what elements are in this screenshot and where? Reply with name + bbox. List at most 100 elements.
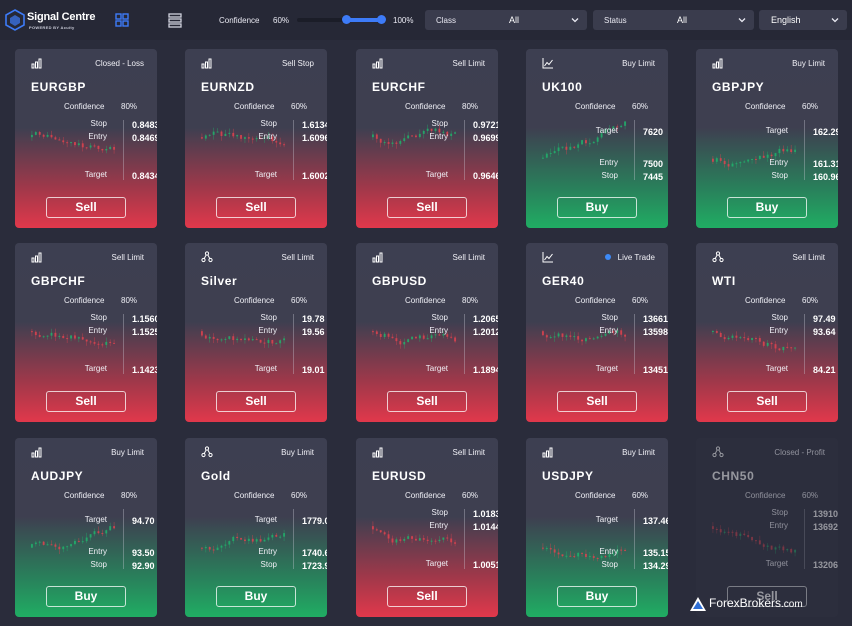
entry-label: Entry	[429, 132, 448, 141]
signal-card[interactable]: Buy Limit UK100 Confidence 60% Target 7620 Ent…	[526, 49, 668, 228]
sell-button[interactable]: Sell	[557, 391, 637, 412]
candle-body	[371, 331, 374, 333]
candle-body	[379, 530, 382, 533]
candle-body	[34, 331, 37, 336]
buy-button[interactable]: Buy	[557, 586, 637, 607]
confidence-slider-max-handle[interactable]	[377, 15, 386, 24]
candle-body	[592, 556, 595, 558]
candle-body	[549, 337, 552, 339]
candle-body	[786, 346, 789, 348]
status-select[interactable]: Status All	[593, 10, 754, 30]
candle-body	[434, 128, 437, 131]
instrument-symbol: EURNZD	[201, 80, 255, 94]
candle-body	[89, 145, 92, 148]
signal-card[interactable]: Closed - Loss EURGBP Confidence 80% Stop 0.84…	[15, 49, 157, 228]
target-value: 1.0051	[473, 560, 498, 570]
stop-value: 13661	[643, 314, 668, 324]
sell-button[interactable]: Sell	[46, 197, 126, 218]
candle-body	[766, 545, 769, 547]
class-select[interactable]: Class All	[425, 10, 587, 30]
sell-button[interactable]: Sell	[387, 197, 467, 218]
order-type: Buy Limit	[111, 448, 144, 457]
candle-body	[541, 157, 544, 159]
candle-body	[204, 547, 207, 549]
sell-button[interactable]: Sell	[46, 391, 126, 412]
confidence-value: 80%	[121, 491, 138, 500]
candle-body	[391, 538, 394, 543]
language-select[interactable]: English	[759, 10, 847, 30]
candle-body	[200, 331, 203, 336]
candle-body	[50, 332, 53, 336]
candle-body	[565, 146, 568, 150]
candle-body	[232, 536, 235, 542]
candle-body	[105, 148, 108, 151]
signal-card[interactable]: Sell Limit WTI Confidence 60% Stop 97.49 Entry…	[696, 243, 838, 422]
signal-card[interactable]: Buy Limit AUDJPY Confidence 80% Target 94.70 E…	[15, 438, 157, 617]
candle-body	[553, 549, 556, 553]
sell-button[interactable]: Sell	[727, 391, 807, 412]
target-value: 162.29	[813, 127, 838, 137]
candle-body	[224, 133, 227, 137]
stop-label: Stop	[601, 560, 618, 569]
candle-body	[54, 544, 57, 547]
candle-body	[46, 335, 49, 337]
candle-body	[612, 553, 615, 555]
candle-body	[54, 137, 57, 140]
sell-button[interactable]: Sell	[216, 197, 296, 218]
sell-button[interactable]: Sell	[216, 391, 296, 412]
sell-button[interactable]: Sell	[387, 586, 467, 607]
grid-icon[interactable]	[114, 12, 130, 28]
candle-body	[271, 534, 274, 538]
candle-body	[711, 158, 714, 162]
line-chart-icon	[542, 252, 553, 263]
candle-body	[774, 153, 777, 157]
list-icon[interactable]	[167, 12, 183, 28]
confidence-slider-min-handle[interactable]	[342, 15, 351, 24]
signal-card[interactable]: Sell Stop EURNZD Confidence 60% Stop 1.6134 En…	[185, 49, 327, 228]
sell-button[interactable]: Sell	[727, 586, 807, 607]
confidence-label: Confidence	[64, 296, 105, 305]
candle-body	[391, 336, 394, 339]
buy-button[interactable]: Buy	[557, 197, 637, 218]
candle-body	[411, 536, 414, 539]
watermark-brand: ForexBrokers	[709, 596, 782, 610]
buy-button[interactable]: Buy	[46, 586, 126, 607]
candle-body	[770, 154, 773, 157]
order-type: Live Trade	[617, 253, 655, 262]
app-title: Signal Centre	[27, 11, 96, 23]
buy-button[interactable]: Buy	[216, 586, 296, 607]
signal-card[interactable]: Sell Limit EURUSD Confidence 60% Stop 1.0183 E…	[356, 438, 498, 617]
signal-card[interactable]: Sell Limit GBPCHF Confidence 80% Stop 1.1560 E…	[15, 243, 157, 422]
candle-body	[283, 338, 286, 341]
bars-icon	[372, 58, 383, 69]
signal-card[interactable]: Sell Limit Silver Confidence 60% Stop 19.78 En…	[185, 243, 327, 422]
stop-label: Stop	[260, 560, 277, 569]
signal-card[interactable]: Live Trade GER40 Confidence 60% Stop 13661 Ent…	[526, 243, 668, 422]
signal-card[interactable]: Buy Limit USDJPY Confidence 60% Target 137.46…	[526, 438, 668, 617]
candle-body	[407, 339, 410, 343]
candle-body	[561, 333, 564, 337]
candle-body	[569, 555, 572, 557]
stop-label: Stop	[260, 119, 277, 128]
candle-body	[62, 335, 65, 339]
signal-card[interactable]: Closed - Profit CHN50 Confidence 60% Stop 139…	[696, 438, 838, 617]
buy-button[interactable]: Buy	[727, 197, 807, 218]
candle-body	[263, 137, 266, 139]
entry-value: 7500	[643, 159, 664, 169]
entry-label: Entry	[429, 326, 448, 335]
signal-card[interactable]: Sell Limit GBPUSD Confidence 80% Stop 1.2065 E…	[356, 243, 498, 422]
candle-body	[731, 163, 734, 167]
signal-card[interactable]: Sell Limit EURCHF Confidence 80% Stop 0.9721 E…	[356, 49, 498, 228]
confidence-value: 60%	[802, 296, 819, 305]
candle-body	[754, 159, 757, 160]
confidence-value: 60%	[632, 296, 649, 305]
candle-body	[113, 526, 116, 529]
candle-body	[73, 335, 76, 339]
sell-button[interactable]: Sell	[387, 391, 467, 412]
price-chart	[541, 121, 627, 159]
target-value: 7620	[643, 127, 664, 137]
price-axis-line	[634, 314, 635, 374]
confidence-slider[interactable]	[297, 15, 386, 24]
signal-card[interactable]: Buy Limit GBPJPY Confidence 60% Target 162.29…	[696, 49, 838, 228]
